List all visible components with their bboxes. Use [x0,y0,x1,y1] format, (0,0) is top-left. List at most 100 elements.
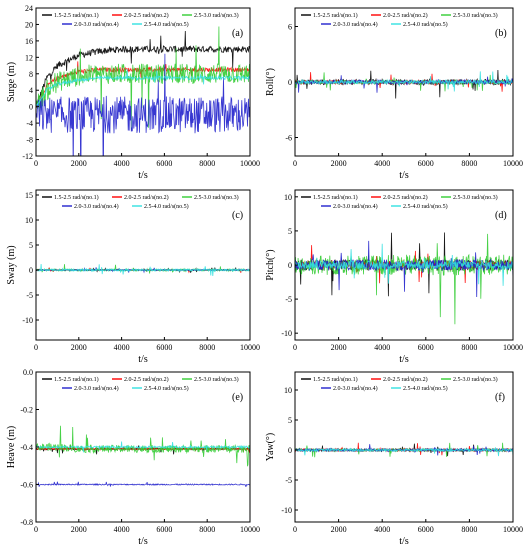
legend-entry: 1.5-2.5 rad/s(no.1) [313,376,358,383]
plot-frame [35,7,251,157]
series-line-1 [36,30,250,106]
plot-frame [294,371,514,523]
y-tick-label: 16 [25,37,33,46]
series-group [36,263,250,277]
panel-1: 0 2000 4000 6000 8000 10000 -6 0 6 t/s Roll(°) (b) 1… [265,7,523,181]
x-tick-label: 10000 [503,159,523,168]
series-line-5 [295,243,513,286]
panel-4: 0 2000 4000 6000 8000 10000 -0.8 -0.6 -0.4 -0.2 0.… [6,368,260,547]
legend-entry: 2.5-4.0 rad/s(no.5) [144,21,189,28]
panel-label: (f) [495,392,505,403]
y-tick-label: -4 [26,119,33,128]
x-tick-label: 10000 [240,525,260,534]
series-line-4 [295,240,513,298]
y-tick-label: -8 [26,136,33,145]
y-tick-label: 5 [288,227,292,236]
y-tick-label: 24 [25,4,33,13]
legend-entry: 1.5-2.5 rad/s(no.1) [54,194,99,201]
x-tick-label: 2000 [71,159,87,168]
y-tick-label: 0 [288,78,292,87]
x-axis-label: t/s [138,170,148,181]
x-tick-label: 2000 [331,343,347,352]
y-tick-label: -5 [26,291,33,300]
x-tick-label: 6000 [156,159,172,168]
x-tick-label: 10000 [503,343,523,352]
legend-entry: 2.0-3.0 rad/s(no.4) [74,203,119,210]
legend-entry: 2.5-4.0 rad/s(no.5) [403,21,448,28]
legend-entry: 2.0-2.5 rad/s(no.2) [383,194,428,201]
series-group [295,69,513,99]
panel-label: (c) [232,210,243,221]
legend-entry: 2.5-4.0 rad/s(no.5) [403,385,448,392]
series-line-5 [36,441,250,453]
series-group [295,232,513,325]
y-tick-label: 6 [288,23,292,32]
y-tick-label: -12 [22,152,33,161]
y-tick-label: -6 [285,134,292,143]
series-line-5 [295,447,513,457]
x-tick-label: 8000 [461,159,477,168]
y-tick-label: -0.2 [20,406,33,415]
y-tick-label: 12 [25,53,33,62]
x-tick-label: 6000 [418,343,434,352]
x-tick-label: 6000 [156,525,172,534]
y-tick-label: 0 [29,266,33,275]
x-tick-label: 6000 [418,525,434,534]
y-tick-label: 0 [288,261,292,270]
series-line-5 [36,68,250,107]
y-tick-label: 0.0 [23,368,33,377]
x-tick-label: 8000 [199,159,215,168]
x-tick-label: 0 [293,343,297,352]
x-axis-label: t/s [138,536,148,547]
x-tick-label: 0 [34,343,38,352]
legend-entry: 2.0-2.5 rad/s(no.2) [124,194,169,201]
y-tick-label: 8 [29,70,33,79]
y-axis-label: Roll(°) [265,68,276,96]
y-tick-label: -0.4 [20,443,33,452]
x-tick-label: 0 [34,525,38,534]
series-line-3 [36,425,250,467]
legend-entry: 2.0-3.0 rad/s(no.4) [333,203,378,210]
legend-entry: 2.5-3.0 rad/s(no.3) [194,12,239,19]
y-tick-label: -0.6 [20,481,33,490]
x-tick-label: 4000 [114,159,130,168]
legend-entry: 1.5-2.5 rad/s(no.1) [54,376,99,383]
legend-entry: 2.5-3.0 rad/s(no.3) [453,12,498,19]
x-tick-label: 2000 [71,525,87,534]
y-tick-label: -10 [281,329,292,338]
legend-entry: 2.0-3.0 rad/s(no.4) [74,21,119,28]
series-group [36,26,250,156]
x-axis-label: t/s [399,354,409,365]
y-tick-label: 5 [29,241,33,250]
x-tick-label: 6000 [156,343,172,352]
x-tick-label: 2000 [71,343,87,352]
y-tick-label: 10 [25,216,33,225]
panel-5: 0 2000 4000 6000 8000 10000 -10 -5 0 5 10 t/s Yaw(°)… [265,371,523,547]
x-tick-label: 2000 [331,525,347,534]
y-tick-label: 5 [288,416,292,425]
legend-entry: 1.5-2.5 rad/s(no.1) [313,194,358,201]
series-line-5 [36,263,250,277]
legend-entry: 2.0-3.0 rad/s(no.4) [333,385,378,392]
y-tick-label: 20 [25,20,33,29]
series-group [295,442,513,458]
x-axis-label: t/s [138,354,148,365]
legend-entry: 1.5-2.5 rad/s(no.1) [313,12,358,19]
legend-entry: 2.5-3.0 rad/s(no.3) [453,376,498,383]
x-tick-label: 0 [34,159,38,168]
panel-label: (e) [232,392,243,403]
legend-entry: 2.0-3.0 rad/s(no.4) [333,21,378,28]
x-tick-label: 0 [293,525,297,534]
x-tick-label: 4000 [374,159,390,168]
y-axis-label: Sway (m) [6,245,17,284]
x-tick-label: 10000 [240,343,260,352]
y-tick-label: -10 [22,316,33,325]
x-tick-label: 4000 [374,525,390,534]
legend-entry: 2.5-4.0 rad/s(no.5) [403,203,448,210]
legend-entry: 2.5-3.0 rad/s(no.3) [453,194,498,201]
y-axis-label: Yaw(°) [265,433,276,462]
x-tick-label: 8000 [461,525,477,534]
legend-entry: 2.5-4.0 rad/s(no.5) [144,385,189,392]
legend-entry: 2.0-2.5 rad/s(no.2) [383,376,428,383]
